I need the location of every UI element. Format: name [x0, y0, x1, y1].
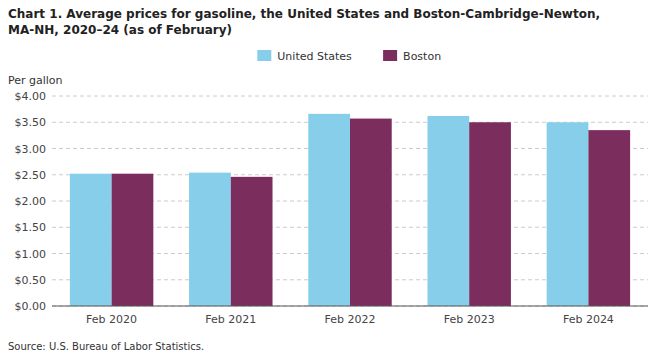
y-tick-label: $1.00: [15, 248, 47, 261]
x-tick-label: Feb 2022: [325, 313, 376, 326]
y-tick-label: $1.50: [15, 221, 47, 234]
bar: [469, 122, 511, 306]
x-tick-label: Feb 2021: [205, 313, 256, 326]
source: Source: U.S. Bureau of Labor Statistics.: [8, 341, 204, 352]
bar: [308, 114, 350, 306]
bars: [70, 114, 630, 306]
x-tick-label: Feb 2024: [563, 313, 614, 326]
legend-swatch: [257, 50, 271, 61]
chart: Chart 1. Average prices for gasoline, th…: [0, 0, 661, 361]
grid-line: [52, 96, 648, 97]
bar: [427, 116, 469, 306]
y-tick-label: $0.00: [15, 300, 47, 313]
legend-label: United States: [277, 50, 352, 63]
x-axis-line: [52, 306, 648, 307]
bar: [350, 119, 392, 306]
legend-swatch: [383, 50, 397, 61]
title: Chart 1. Average prices for gasoline, th…: [8, 7, 600, 37]
bar: [547, 122, 589, 306]
y-tick-label: $2.50: [15, 169, 47, 182]
bar: [231, 177, 273, 306]
bar: [70, 174, 112, 306]
x-tick-label: Feb 2023: [444, 313, 495, 326]
grid-line: [52, 306, 648, 307]
y-tick-label: $0.50: [15, 274, 47, 287]
y-tick-label: $4.00: [15, 90, 47, 103]
legend-label: Boston: [403, 50, 441, 63]
legend: United States Boston: [257, 50, 441, 63]
y-tick-label: $3.00: [15, 143, 47, 156]
bar: [112, 174, 154, 306]
y-tick-label: $3.50: [15, 116, 47, 129]
x-tick-label: Feb 2020: [86, 313, 137, 326]
y-tick-label: $2.00: [15, 195, 47, 208]
bar: [588, 130, 630, 306]
bar: [189, 173, 231, 306]
y-axis-label: Per gallon: [8, 74, 63, 87]
